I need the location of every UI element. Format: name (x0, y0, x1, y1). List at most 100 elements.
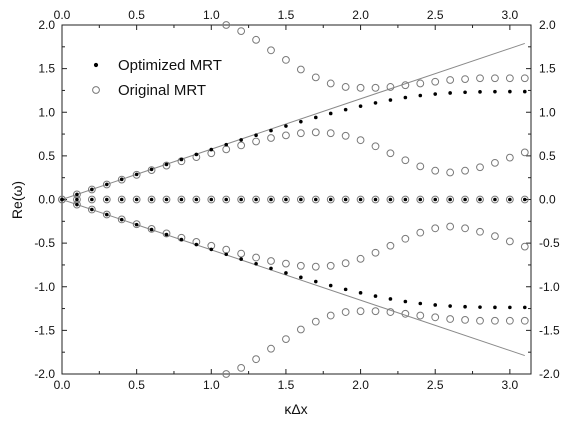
optimized-mrt-point (478, 305, 482, 309)
optimized-mrt-point (104, 197, 109, 202)
x-tick-label-top: 1.5 (278, 8, 295, 22)
optimized-mrt-point (134, 172, 139, 177)
original-mrt-point (356, 136, 365, 145)
original-mrt-point (371, 248, 380, 257)
optimized-mrt-point (75, 202, 79, 207)
optimized-mrt-point (134, 197, 139, 202)
original-mrt-point (102, 210, 111, 219)
optimized-mrt-point (254, 133, 258, 137)
original-mrt-point (282, 56, 290, 64)
reference-line-lower (61, 199, 525, 357)
original-mrt-point (341, 308, 350, 316)
x-tick-label-bottom: 0.5 (128, 378, 145, 392)
legend-label-optimized: Optimized MRT (118, 57, 222, 74)
x-tick-label-top: 0.0 (54, 8, 71, 22)
optimized-mrt-point (104, 212, 109, 217)
optimized-mrt-point (343, 287, 348, 292)
original-mrt-point (311, 73, 320, 82)
y-axis-label: Re(ω) (9, 181, 25, 219)
original-mrt-point (446, 222, 455, 231)
x-tick-label-bottom: 2.0 (352, 378, 369, 392)
optimized-mrt-point (373, 294, 378, 298)
optimized-mrt-point (448, 197, 452, 202)
y-tick-label-right: 1.0 (539, 105, 556, 119)
optimized-mrt-point (493, 197, 497, 202)
original-mrt-point (491, 195, 499, 204)
optimized-mrt-point (149, 197, 154, 202)
original-mrt-point (491, 74, 499, 83)
original-mrt-point (461, 166, 469, 175)
original-mrt-point (282, 131, 290, 140)
original-mrt-point (461, 224, 469, 233)
optimized-mrt-point (388, 197, 393, 202)
x-tick-label-bottom: 0.0 (54, 378, 71, 392)
data-series (58, 21, 529, 378)
x-tick-label-top: 3.0 (502, 8, 519, 22)
optimized-mrt-point (299, 275, 303, 280)
optimized-mrt-point (209, 147, 214, 152)
original-mrt-point (267, 344, 275, 353)
optimized-mrt-point (194, 152, 199, 157)
optimized-mrt-point (179, 157, 184, 162)
optimized-mrt-point (209, 247, 214, 252)
plot-frame (61, 24, 532, 375)
original-mrt-point (446, 315, 455, 323)
original-mrt-point (311, 128, 320, 137)
optimized-mrt-point (164, 197, 169, 202)
original-mrt-point (401, 309, 410, 318)
y-tick-label-right: -1.0 (539, 280, 560, 294)
optimized-mrt-point (493, 305, 497, 310)
optimized-mrt-point (328, 197, 333, 202)
original-mrt-point (416, 228, 425, 237)
original-mrt-point (520, 74, 529, 83)
optimized-mrt-point (119, 217, 124, 222)
original-mrt-point (252, 35, 260, 44)
original-mrt-point (311, 195, 320, 204)
original-mrt-point (252, 195, 260, 204)
optimized-mrt-point (239, 138, 243, 142)
original-mrt-point (386, 241, 395, 250)
optimized-mrt-point (119, 197, 124, 202)
optimized-mrt-point (179, 197, 184, 202)
original-mrt-point (296, 195, 305, 204)
y-tick-label-right: -2.0 (539, 367, 560, 381)
original-mrt-point (476, 163, 484, 172)
original-mrt-point (416, 195, 425, 204)
optimized-mrt-point (463, 90, 467, 95)
original-mrt-point (356, 254, 365, 263)
optimized-mrt-point (90, 197, 94, 202)
original-mrt-point (117, 175, 126, 184)
optimized-mrt-point (388, 297, 393, 301)
original-mrt-point (326, 79, 335, 88)
original-mrt-point (461, 195, 469, 204)
optimized-mrt-point (164, 232, 169, 237)
original-mrt-point (162, 161, 171, 170)
original-mrt-point (371, 142, 380, 151)
original-mrt-point (461, 75, 469, 83)
original-mrt-point (147, 166, 156, 174)
original-mrt-point (491, 316, 499, 325)
optimized-mrt-point (508, 305, 512, 310)
original-mrt-point (192, 195, 201, 204)
original-mrt-point (237, 363, 246, 372)
optimized-mrt-point (60, 197, 64, 202)
original-mrt-point (162, 195, 171, 204)
original-mrt-point (267, 46, 275, 55)
optimized-mrt-point (269, 266, 273, 271)
original-mrt-point (252, 137, 260, 146)
y-tick-label-left: -1.0 (34, 280, 55, 294)
optimized-mrt-point (299, 119, 303, 124)
original-mrt-point (476, 195, 484, 204)
optimized-mrt-point (90, 207, 94, 212)
original-mrt-point (520, 148, 529, 157)
original-mrt-point (341, 195, 350, 204)
optimized-mrt-point (224, 142, 229, 147)
original-mrt-point (371, 195, 380, 204)
optimized-mrt-point (403, 197, 408, 202)
original-mrt-point (446, 195, 455, 204)
original-mrt-point (491, 158, 499, 167)
original-mrt-point (431, 166, 440, 175)
original-mrt-point (371, 307, 380, 316)
original-mrt-point (296, 325, 305, 334)
